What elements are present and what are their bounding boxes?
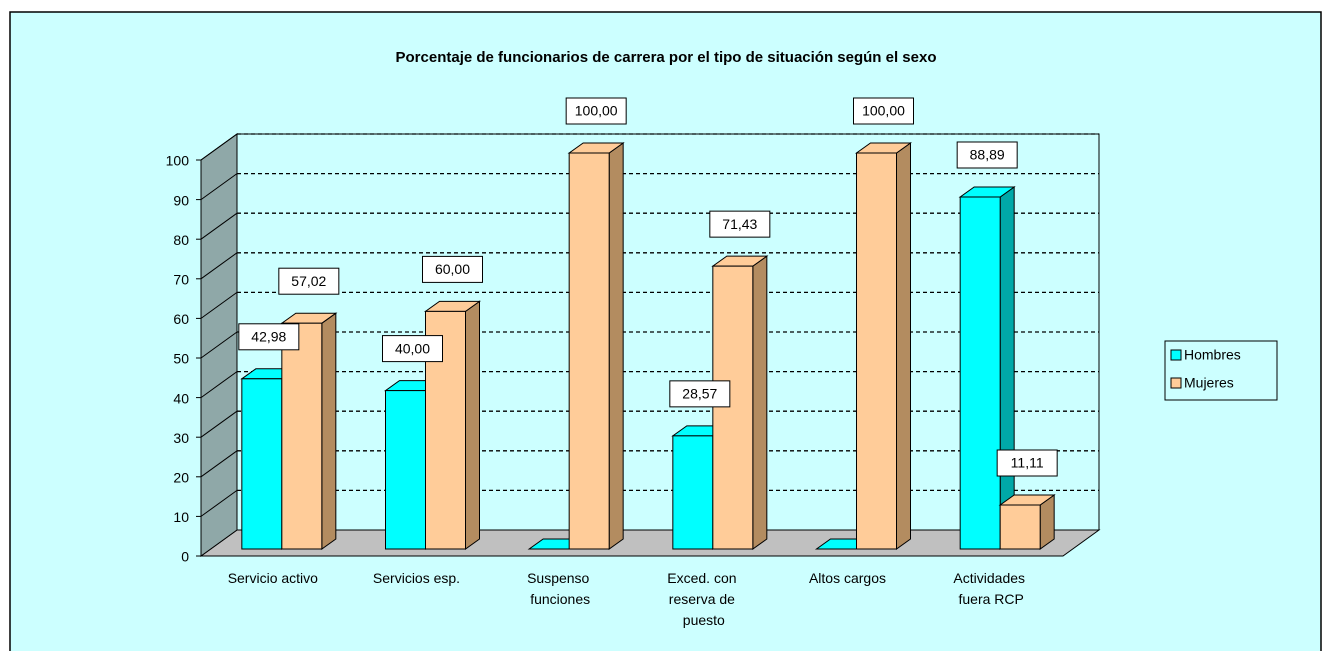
grid-line xyxy=(200,489,238,517)
value-label: 28,57 xyxy=(682,386,717,402)
bar-side xyxy=(896,142,911,550)
value-label-box xyxy=(278,267,340,295)
y-tick-label: 100 xyxy=(166,153,190,169)
y-tick-label: 60 xyxy=(173,311,189,327)
bar xyxy=(959,196,1001,550)
y-tick-label: 90 xyxy=(173,192,189,208)
bar xyxy=(999,504,1041,550)
value-label-box xyxy=(422,255,483,283)
grid-line xyxy=(200,371,238,399)
x-tick-label: Suspenso funciones xyxy=(527,570,593,607)
x-tick-label: Actividades fuera RCP xyxy=(953,570,1028,607)
legend-label: Mujeres xyxy=(1184,375,1234,391)
y-tick-label: 10 xyxy=(173,509,189,525)
value-label-box xyxy=(382,335,443,363)
y-tick-label: 0 xyxy=(181,549,189,565)
value-label: 88,89 xyxy=(970,147,1005,163)
x-tick-line: Servicios esp. xyxy=(373,570,460,586)
bar xyxy=(241,378,283,550)
bar xyxy=(385,390,426,550)
bar xyxy=(672,435,714,550)
legend xyxy=(1164,340,1278,401)
x-tick-line: funciones xyxy=(530,591,590,607)
bar xyxy=(281,322,323,550)
value-label: 11,11 xyxy=(1011,455,1044,471)
x-tick-line: Servicio activo xyxy=(228,570,318,586)
bar xyxy=(568,152,610,550)
x-tick-line: Exced. con xyxy=(667,570,740,586)
value-label: 42,98 xyxy=(251,329,286,345)
bar-side xyxy=(465,300,480,550)
x-tick-line: Actividades xyxy=(953,570,1028,586)
grid-line xyxy=(200,133,238,161)
grid-line xyxy=(200,410,238,438)
value-label-box xyxy=(996,449,1058,477)
grid-line xyxy=(200,173,238,201)
x-tick-line: puesto xyxy=(683,612,725,628)
x-tick-label: Servicio activo xyxy=(228,570,318,586)
value-label: 71,43 xyxy=(722,216,757,232)
grid-line xyxy=(200,291,238,319)
value-label-box xyxy=(565,97,627,125)
y-tick-label: 20 xyxy=(173,470,189,486)
value-label: 57,02 xyxy=(291,273,326,289)
value-label-box xyxy=(669,380,731,408)
x-tick-line: fuera RCP xyxy=(958,591,1023,607)
value-label-box xyxy=(853,97,914,125)
bar xyxy=(712,265,754,550)
bar-side xyxy=(999,186,1015,550)
value-label: 60,00 xyxy=(435,261,470,277)
legend-swatch xyxy=(1170,377,1182,389)
value-label-box xyxy=(709,210,771,238)
y-tick-label: 70 xyxy=(173,272,189,288)
chart-title: Porcentaje de funcionarios de carrera po… xyxy=(396,49,937,66)
grid-line xyxy=(200,450,238,478)
legend-swatch xyxy=(1170,349,1182,361)
x-tick-line: reserva de xyxy=(669,591,739,607)
grid-line xyxy=(200,252,238,280)
bar-side xyxy=(608,142,624,550)
y-tick-label: 80 xyxy=(173,232,189,248)
bar-side xyxy=(752,255,768,550)
bar-side xyxy=(321,312,337,550)
y-tick-label: 50 xyxy=(173,351,189,367)
bar xyxy=(856,152,897,550)
value-label-box xyxy=(956,141,1018,169)
y-tick-label: 30 xyxy=(173,430,189,446)
value-label: 100,00 xyxy=(862,103,905,119)
x-tick-label: Exced. con reserva de puesto xyxy=(667,570,740,628)
x-tick-line: Altos cargos xyxy=(809,570,886,586)
value-label: 40,00 xyxy=(395,340,430,356)
legend-label: Hombres xyxy=(1184,347,1241,363)
x-tick-label: Servicios esp. xyxy=(373,570,460,586)
value-label: 100,00 xyxy=(575,103,618,119)
grid-line xyxy=(200,212,238,240)
x-tick-label: Altos cargos xyxy=(809,570,886,586)
grid-line xyxy=(200,331,238,359)
y-tick-label: 40 xyxy=(173,390,189,406)
value-label-box xyxy=(238,323,300,351)
x-tick-line: Suspenso xyxy=(527,570,593,586)
